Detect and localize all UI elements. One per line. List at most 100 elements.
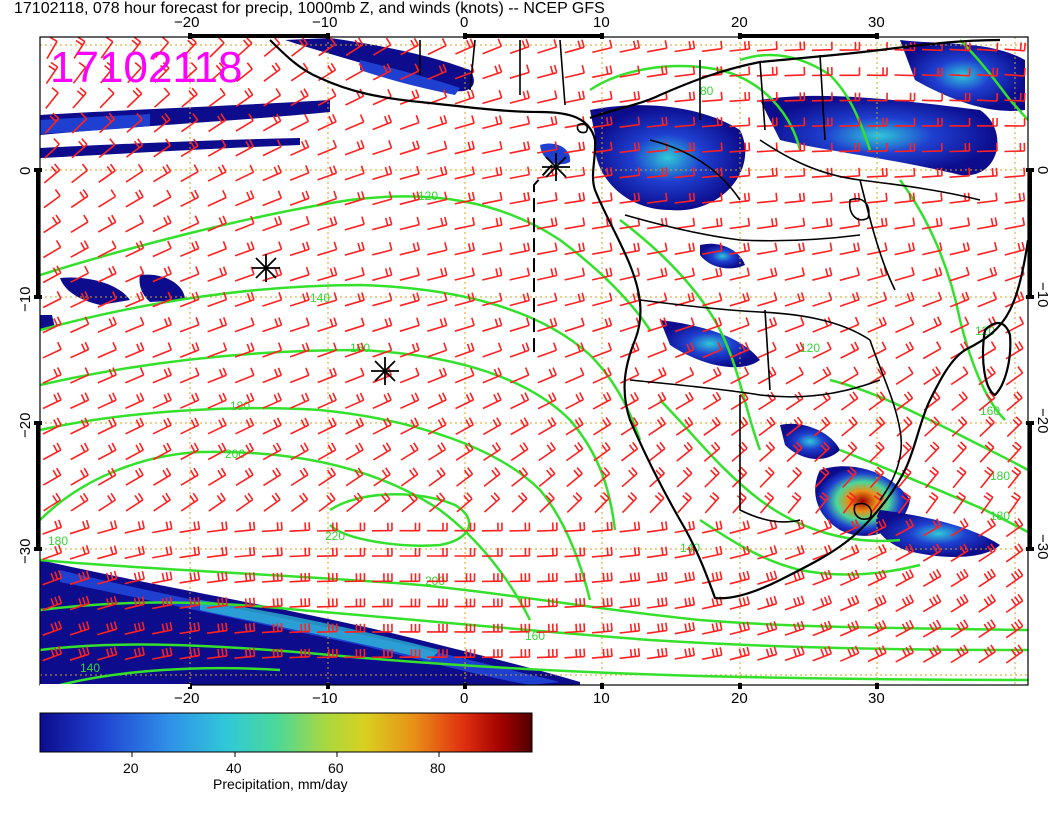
wind-barb xyxy=(593,466,611,488)
wind-barb xyxy=(646,597,668,609)
wind-barb xyxy=(619,192,641,204)
wind-barb xyxy=(784,117,806,128)
wind-barb xyxy=(344,522,366,532)
wind-barb xyxy=(538,467,556,488)
wind-barb xyxy=(482,267,503,281)
wind-barb xyxy=(949,217,971,230)
wind-barb xyxy=(841,416,858,437)
wind-barb xyxy=(427,392,447,410)
wind-barb xyxy=(509,522,531,532)
wind-barb xyxy=(482,392,502,410)
wind-barb xyxy=(372,63,392,81)
wind-barb xyxy=(1004,117,1026,127)
wind-barb xyxy=(978,543,996,563)
precip-band-north-atlantic-core xyxy=(40,114,150,134)
colorbar-tick-label: 60 xyxy=(328,760,344,776)
wind-barb xyxy=(536,572,558,583)
wind-barb xyxy=(757,621,778,636)
wind-barb xyxy=(261,623,283,634)
wind-barb xyxy=(839,620,860,637)
wind-barb xyxy=(839,92,861,102)
wind-barb xyxy=(207,367,228,384)
wind-barb xyxy=(922,316,942,334)
wind-barb xyxy=(729,167,751,179)
wind-barb xyxy=(70,316,90,334)
wind-barb xyxy=(70,417,90,435)
wind-barb xyxy=(784,92,806,102)
wind-barb xyxy=(97,240,117,258)
wind-barb xyxy=(977,266,998,282)
wind-barb xyxy=(702,242,723,255)
wind-barb xyxy=(400,392,420,410)
border-4 xyxy=(739,395,801,523)
wind-barb xyxy=(289,241,310,257)
wind-barb xyxy=(674,242,696,255)
wind-barb xyxy=(922,644,942,663)
y-axis-left: 0 −10 −20 −30 xyxy=(17,167,34,564)
wind-barb xyxy=(97,367,117,384)
wind-barb xyxy=(344,292,365,307)
wind-barb xyxy=(814,441,830,463)
wind-barb xyxy=(71,163,89,184)
wind-barb xyxy=(537,392,557,410)
wind-barb xyxy=(180,215,200,232)
wind-barb xyxy=(676,466,693,488)
wind-barb xyxy=(592,267,613,281)
wind-barb xyxy=(539,492,555,513)
wind-barb xyxy=(701,40,723,53)
wind-barb xyxy=(922,266,943,282)
wind-barb xyxy=(564,572,586,583)
wind-barb xyxy=(784,217,806,230)
wind-barb xyxy=(949,142,971,153)
wind-barb xyxy=(482,38,503,55)
wind-barb xyxy=(124,545,145,560)
wind-barb xyxy=(399,573,421,583)
wind-barb xyxy=(949,242,970,256)
wind-barb xyxy=(455,417,475,436)
wind-barb xyxy=(674,520,696,534)
wind-barb xyxy=(757,267,778,281)
wind-barb xyxy=(73,37,86,59)
wind-barb xyxy=(812,620,833,637)
wind-barb xyxy=(97,392,117,410)
wind-barb xyxy=(483,442,502,461)
wind-barb xyxy=(97,545,118,560)
wind-barb xyxy=(372,442,392,461)
contour-label: 180 xyxy=(48,534,68,548)
wind-barb xyxy=(894,242,916,256)
wind-barb xyxy=(509,166,531,180)
wind-barb xyxy=(619,39,641,53)
wind-barb xyxy=(373,492,391,513)
y-axis-right: 0 −10 −20 −30 xyxy=(1034,166,1051,559)
wind-barb xyxy=(42,620,63,637)
wind-barb xyxy=(757,570,778,585)
wind-barb xyxy=(784,41,806,52)
wind-barb xyxy=(784,570,805,586)
wind-barb xyxy=(345,467,364,487)
wind-barb xyxy=(69,545,90,560)
wind-barb xyxy=(316,547,338,558)
wind-barb xyxy=(949,167,971,178)
wind-barb xyxy=(207,138,227,157)
wind-barb xyxy=(262,139,282,157)
x-tick-bottom: −20 xyxy=(174,690,199,707)
coastlines xyxy=(269,38,1028,600)
contour-label: 220 xyxy=(325,529,345,543)
wind-barb xyxy=(372,342,393,358)
wind-barb xyxy=(537,292,558,307)
wind-barb xyxy=(124,291,145,308)
wind-barb xyxy=(536,648,558,659)
border-7 xyxy=(649,139,741,201)
wind-barb xyxy=(180,417,200,435)
border-9 xyxy=(859,179,896,291)
wind-barb xyxy=(372,241,393,256)
wind-barb xyxy=(866,217,888,230)
wind-barb xyxy=(978,644,996,664)
wind-barb xyxy=(235,467,254,486)
wind-barb xyxy=(482,89,503,105)
wind-barb xyxy=(454,115,475,130)
wind-barb xyxy=(949,42,971,52)
wind-barb xyxy=(979,441,995,463)
wind-barb xyxy=(895,518,915,537)
wind-barb xyxy=(316,598,338,608)
